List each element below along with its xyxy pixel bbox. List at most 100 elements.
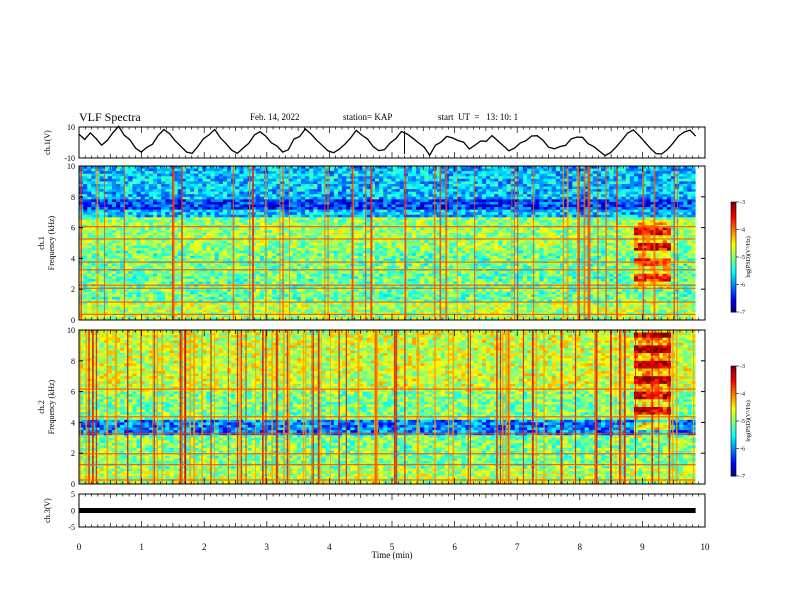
spectrogram-cell — [202, 166, 207, 169]
spectrogram-cell — [300, 235, 306, 239]
spectrogram-cell — [654, 171, 660, 175]
spectrogram-cell — [399, 194, 405, 198]
spectrogram-cell — [395, 243, 401, 246]
spectrogram-cell — [666, 232, 672, 236]
spectrogram-cell — [510, 168, 516, 172]
spectrogram-cell — [177, 166, 183, 169]
spectrogram-cell — [679, 186, 684, 190]
spectrogram-cell — [161, 222, 166, 226]
spectrogram-cell — [551, 230, 557, 234]
spectrogram-cell — [638, 194, 643, 198]
spectrogram-cell — [666, 201, 672, 205]
spectrogram-cell — [342, 183, 347, 187]
spectrogram-cell — [625, 219, 631, 223]
spectrogram-cell — [107, 171, 113, 175]
spectrogram-cell — [518, 201, 524, 205]
spectrogram-cell — [87, 217, 92, 221]
spectrogram-cell — [596, 191, 602, 195]
spectrogram-cell — [300, 186, 306, 190]
spectrogram-cell — [391, 201, 396, 205]
spectrogram-cell — [243, 176, 248, 180]
spectrogram-cell — [522, 173, 528, 177]
spectrogram-cell — [342, 189, 347, 193]
spectrogram-cell — [313, 232, 318, 236]
spectrogram-cell — [214, 217, 220, 221]
spectrogram-cell — [633, 171, 639, 175]
spectrogram-cell — [128, 173, 133, 177]
spectrogram-cell — [399, 217, 405, 221]
spectrogram-cell — [407, 196, 413, 200]
spectrogram-cell — [177, 232, 183, 236]
spectrogram-cell — [621, 183, 627, 187]
spectrogram-cell — [284, 171, 290, 175]
spectrogram-cell — [354, 173, 359, 177]
spectrogram-cell — [128, 227, 133, 231]
spectrogram-cell — [498, 171, 503, 175]
spectrogram-cell — [551, 240, 557, 244]
spectrogram-cell — [522, 204, 528, 208]
spectrogram-cell — [494, 176, 499, 180]
spectrogram-cell — [255, 201, 261, 205]
spectrogram-cell — [140, 191, 146, 195]
spectrogram-cell — [189, 196, 195, 200]
spectrogram-cell — [490, 199, 495, 203]
spectrogram-cell — [559, 176, 565, 180]
spectrogram-cell — [564, 243, 569, 246]
spectrogram-cell — [243, 230, 248, 234]
spectrogram-cell — [555, 222, 561, 226]
spectrogram-cell — [152, 209, 158, 213]
spectrogram-cell — [222, 217, 228, 221]
spectrogram-cell — [226, 181, 232, 185]
spectrogram-cell — [683, 204, 688, 208]
spectrogram-cell — [510, 219, 516, 223]
spectrogram-cell — [239, 243, 244, 246]
spectrogram-cell — [169, 230, 174, 234]
spectrogram-cell — [272, 227, 277, 231]
spectrogram-cell — [440, 209, 446, 213]
spectrogram-cell — [107, 227, 113, 231]
spectrogram-cell — [173, 235, 179, 239]
spectrogram-cell — [609, 176, 614, 180]
spectrogram-cell — [317, 176, 322, 180]
spectrogram-cell — [383, 214, 388, 218]
spectrogram-cell — [366, 201, 372, 205]
spectrogram-cell — [592, 196, 598, 200]
spectrogram-cell — [498, 217, 503, 221]
spectrogram-cell — [687, 176, 692, 180]
spectrogram-cell — [329, 245, 335, 249]
spectrogram-cell — [613, 168, 618, 172]
spectrogram-cell — [255, 173, 261, 177]
spectrogram-cell — [683, 183, 688, 187]
spectrogram-cell — [173, 186, 179, 190]
spectrogram-cell — [157, 248, 162, 252]
spectrogram-cell — [613, 191, 618, 195]
spectrogram-cell — [346, 186, 351, 190]
spectrogram-cell — [99, 214, 105, 218]
spectrogram-cell — [132, 214, 137, 218]
spectrogram-cell — [399, 166, 405, 169]
spectrogram-cell — [683, 230, 688, 234]
spectrogram-cell — [642, 245, 647, 249]
spectrogram-cell — [87, 212, 92, 216]
spectrogram-cell — [395, 214, 401, 218]
spectrogram-cell — [683, 232, 688, 236]
spectrogram-cell — [276, 212, 281, 216]
spectrogram-cell — [453, 209, 458, 213]
spectrogram-cell — [300, 248, 306, 252]
spectrogram-cell — [477, 227, 483, 231]
spectrogram-cell — [284, 201, 290, 205]
spectrogram-cell — [436, 173, 442, 177]
spectrogram-cell — [124, 219, 129, 223]
spectrogram-cell — [354, 227, 359, 231]
spectrogram-cell — [120, 194, 125, 198]
spectrogram-cell — [124, 191, 129, 195]
spectrogram-cell — [321, 217, 327, 221]
spectrogram-cell — [428, 186, 433, 190]
spectrogram-cell — [317, 178, 322, 182]
spectrogram-cell — [502, 194, 507, 198]
spectrogram-cell — [683, 189, 688, 193]
spectrogram-cell — [527, 248, 532, 252]
spectrogram-cell — [448, 230, 454, 234]
spectrogram-cell — [276, 222, 281, 226]
spectrogram-cell — [502, 207, 507, 211]
